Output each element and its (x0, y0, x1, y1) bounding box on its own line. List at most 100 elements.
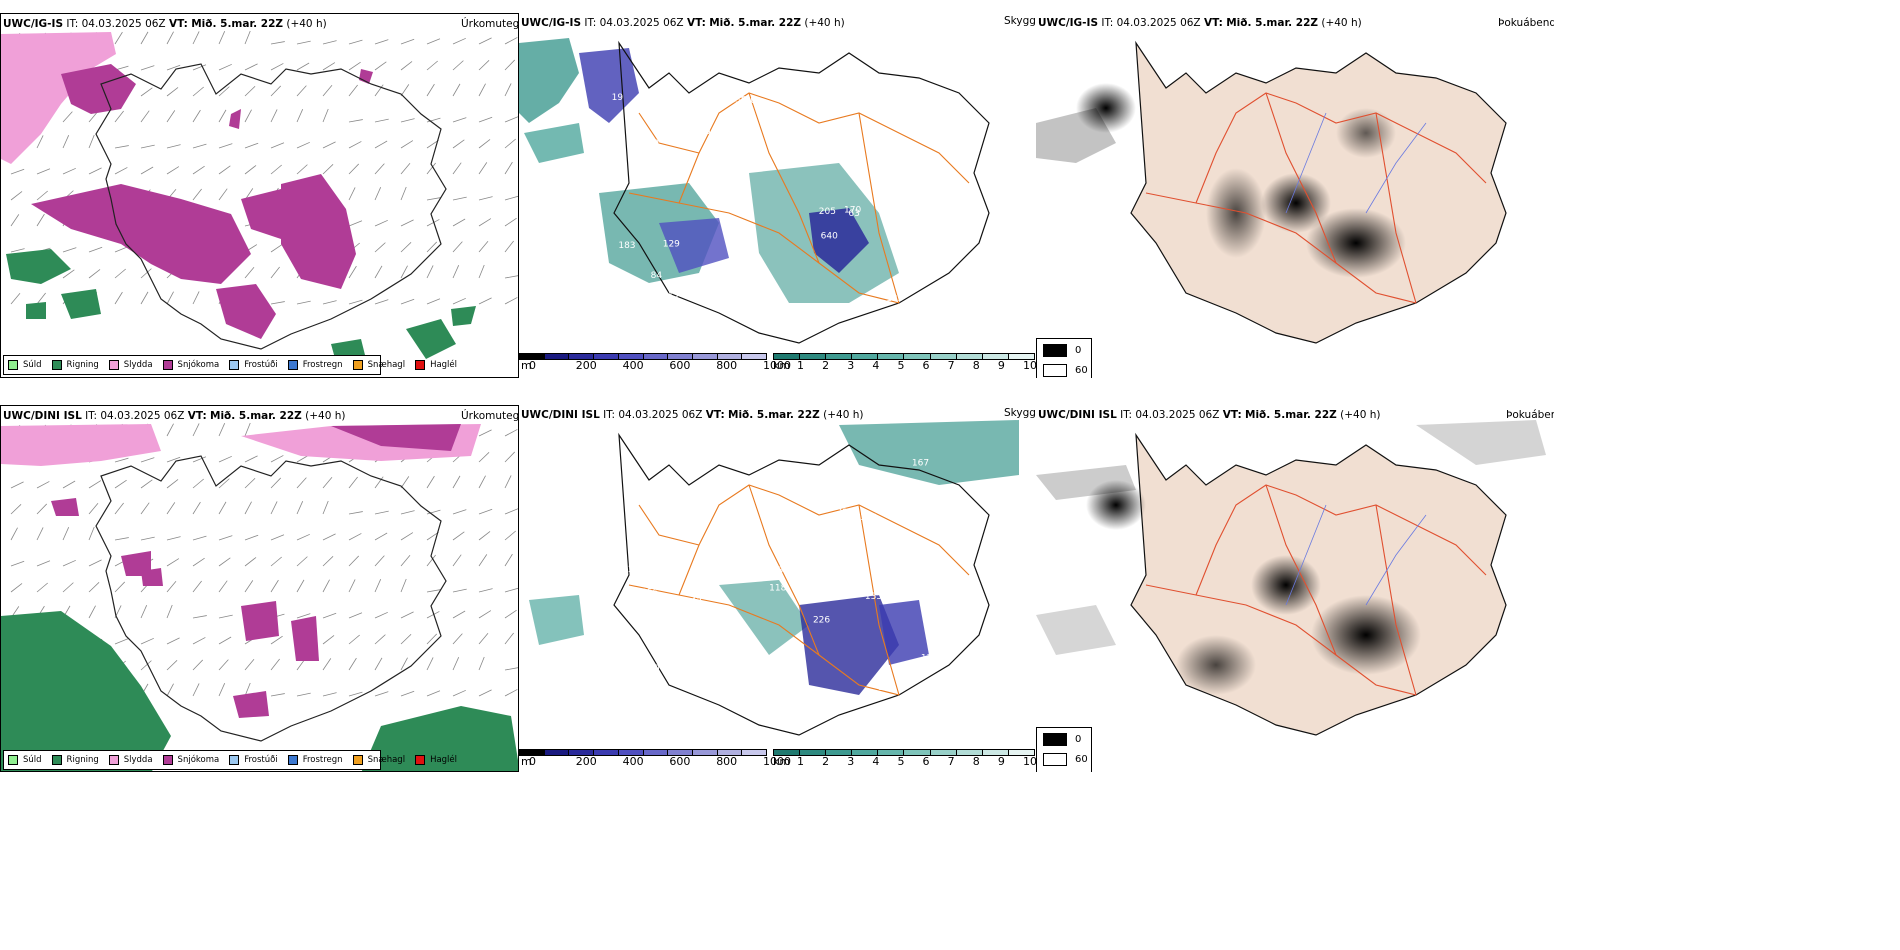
scale-bin (956, 354, 983, 359)
wind-barb (88, 526, 95, 541)
wind-barb (374, 579, 382, 593)
low-visibility-area (719, 580, 809, 655)
wind-barb (296, 85, 307, 97)
wind-barb (244, 477, 256, 489)
wind-barb (400, 555, 411, 567)
wind-barb (426, 139, 439, 149)
visibility-value-label: 103 (683, 129, 700, 139)
wind-barb (348, 84, 358, 97)
wind-barb (36, 135, 44, 149)
wind-barb (374, 476, 384, 489)
wind-barb (270, 63, 284, 71)
scale-tick-label: 4 (872, 359, 880, 372)
wind-barb (478, 241, 489, 253)
wind-barb (504, 161, 513, 175)
wind-barb (218, 535, 233, 541)
legend-label: Slydda (123, 360, 153, 370)
wind-barb (452, 297, 466, 305)
wind-barb (400, 476, 410, 489)
wind-barb (400, 657, 408, 671)
wind-barb (296, 40, 311, 45)
fog-legend-row: 60 (1043, 753, 1088, 766)
visibility-labels: 112 219 65 127 40 94 138 100 183 105 113 84 320 237 63… (590, 57, 969, 319)
wind-barb (322, 141, 336, 149)
wind-barb (452, 83, 461, 97)
precip-legend: Súld Rigning Slydda Snjókoma Frostúði Frostre… (3, 355, 457, 375)
wind-barb (478, 429, 492, 437)
wind-barb (270, 164, 282, 175)
scale-bin (904, 750, 931, 755)
legend-label: Snjókoma (177, 360, 220, 370)
scale-bin (692, 354, 718, 359)
wind-barb (452, 60, 464, 71)
wind-barb (322, 612, 337, 619)
legend-item-haglél: Haglél (415, 755, 457, 765)
wind-barb (270, 455, 284, 463)
wind-barb (192, 580, 202, 593)
wind-barb (478, 633, 489, 645)
fog-swatch (1043, 753, 1067, 766)
visibility-value-label: 183 (618, 241, 635, 251)
scale-bin (930, 354, 957, 359)
iceland-outline (95, 455, 447, 742)
wind-barb (10, 583, 23, 593)
scale-tick-label: 1 (797, 755, 804, 768)
wind-barb (478, 37, 492, 45)
wind-barb (62, 247, 77, 253)
visibility-value-label: 105 (694, 127, 711, 137)
wind-barb (166, 87, 179, 97)
fog-swatch (1043, 733, 1067, 746)
scale-bar-m (519, 353, 767, 360)
visibility-value-label: 244 (609, 632, 626, 642)
fog-dense (1261, 173, 1331, 233)
wind-barb (400, 163, 411, 175)
wind-barb (62, 167, 76, 175)
scale-tick-label: 10 (1023, 359, 1036, 372)
wind-barb (504, 37, 518, 45)
wind-barb (478, 297, 492, 305)
wind-barb (10, 248, 25, 253)
rain-area (451, 306, 476, 326)
wind-barb (348, 691, 363, 697)
legend-item-snjókoma: Snjókoma (162, 360, 220, 370)
wind-barb (374, 242, 386, 253)
legend-swatch (229, 360, 240, 370)
snow-area (281, 174, 356, 289)
legend-label: Rigning (66, 755, 99, 765)
wind-barb (348, 657, 357, 671)
snow-area (331, 424, 461, 451)
fog-dense (1311, 595, 1421, 675)
wind-barb (218, 501, 227, 515)
wind-barb (426, 531, 439, 541)
wind-barb (244, 682, 251, 697)
legend-label: Haglél (430, 360, 458, 370)
wind-barb (374, 691, 389, 697)
wind-barb (426, 117, 441, 123)
scale-bin (852, 750, 879, 755)
wind-barb (36, 527, 44, 541)
scale-bin (774, 354, 801, 359)
wind-barb (322, 477, 333, 489)
snow-area (233, 691, 269, 718)
wind-barb (296, 164, 308, 175)
wind-barb (374, 187, 382, 201)
dense-fog-area (799, 595, 899, 695)
wind-barb (374, 265, 383, 279)
wind-barb (114, 638, 129, 645)
wind-barb (374, 61, 387, 71)
panel-title: UWC/IG-IS IT: 04.03.2025 06Z VT: Mið. 5.… (1038, 17, 1362, 29)
legend-item-súld: Súld (8, 755, 42, 765)
wind-barb (478, 83, 486, 97)
scale-bin (852, 354, 879, 359)
visibility-title: Skyggni (1004, 407, 1036, 419)
wind-barb (218, 423, 226, 437)
wind-barb (452, 689, 466, 697)
wind-barb (426, 219, 440, 227)
wind-barb (400, 219, 414, 227)
wind-barb (114, 167, 128, 175)
scale-tick-label: 1000 (763, 359, 791, 372)
wind-barb (166, 31, 174, 45)
scale-bin (717, 354, 743, 359)
visibility-value-label: 160 (912, 265, 929, 275)
iceland-outline (95, 63, 447, 350)
